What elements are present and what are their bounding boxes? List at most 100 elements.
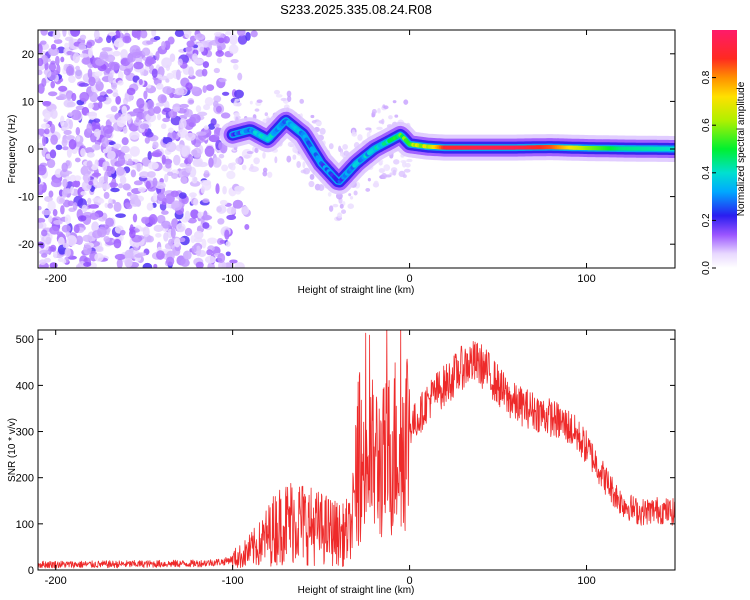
spectrogram-cell [113,39,125,48]
spectrogram-cell [230,59,239,64]
spectrogram-cell [373,180,379,188]
spectrogram-cell [348,193,352,197]
spectrogram-cell [147,161,159,170]
spectrogram-cell [98,100,103,109]
spectrogram-cell [46,158,56,169]
spectrogram-cell [210,118,217,126]
spectrogram-cell [204,255,216,264]
spectrogram-cell [156,83,164,90]
spectrogram-cell [393,159,400,165]
spectrogram-cell [233,64,239,71]
spectrogram-cell [62,178,68,188]
spectrogram-cell [195,105,202,113]
spectrogram-cell [39,259,47,266]
spectrogram-cell [199,46,205,53]
spectrogram-cell [38,69,43,76]
snr-ylabel: SNR (10 * v/v) [7,418,18,482]
spectrogram-cell [204,170,209,175]
spectrogram-cell [202,85,207,94]
spectrogram-cell [315,121,322,126]
spectrogram-cell [75,126,81,136]
spectrogram-cell [150,152,162,157]
spectrogram-cell [87,197,92,205]
spectrogram-cell [137,186,146,193]
spectrogram-cell [112,92,119,98]
spectrogram-xtick-label: -200 [45,273,67,285]
spectrogram-cell [79,53,89,58]
spectrogram-cell [74,68,83,80]
snr-ytick-label: 100 [16,519,34,531]
spectrogram-cell [394,114,399,118]
spectrogram-cell [145,48,150,55]
spectrogram-cell [129,146,140,157]
spectrogram-ytick-label: -20 [18,239,34,251]
spectrogram-cell [216,204,227,214]
spectrogram-cell [115,95,121,105]
spectrogram-cell [168,238,174,247]
spectrogram-cell [191,245,197,253]
spectrogram-cell [62,243,70,249]
spectrogram-cell [218,142,223,150]
spectrogram-cell [93,177,98,186]
spectrogram-cell [64,214,71,225]
spectrogram-cell [115,213,126,218]
spectrogram-cell [161,154,166,165]
spectrogram-cell [237,34,248,45]
spectrogram-cell [367,177,371,182]
spectrogram-cell [243,154,251,159]
spectrogram-cell [79,34,87,40]
spectrogram-cell [233,112,240,116]
spectrogram-cell [383,105,389,110]
spectrogram-cell [47,91,58,97]
spectrogram-cell [162,107,172,113]
spectrogram-cell [38,176,41,185]
spectrogram-cell [357,134,363,141]
spectrogram-cell [153,224,164,232]
spectrogram-cell [184,31,192,39]
spectrogram-cell [232,199,244,209]
spectrogram-cell [215,50,224,57]
spectrogram-cell [371,109,377,115]
spectrogram-cell [193,198,199,206]
spectrogram-cell [88,204,99,209]
spectrogram-cell [53,39,63,44]
spectrogram-xtick-label: 100 [577,273,595,285]
spectrogram-cell [86,152,95,158]
spectrogram-cell [225,241,231,247]
spectrogram-cell [341,209,347,214]
spectrogram-cell [292,154,297,160]
spectrogram-cell [171,200,183,211]
spectrogram-heatmap [38,30,675,268]
spectrogram-xtick-label: 0 [407,273,413,285]
spectrogram-cell [179,162,187,168]
spectrogram-cell [184,227,193,237]
spectrogram-cell [148,214,158,225]
spectrogram-cell [110,105,118,113]
spectrogram-cell [254,147,259,154]
spectrogram-cell [107,203,114,209]
spectrogram-cell [328,143,334,150]
spectrogram-cell [38,64,45,71]
spectrogram-cell [110,187,120,193]
spectrogram-cell [105,217,115,228]
spectrogram-cell [225,251,231,257]
spectrogram-cell [119,229,126,236]
spectrogram-cell [299,98,305,104]
spectrogram-cell [76,135,81,142]
spectrogram-cell [75,65,81,71]
snr-ytick-label: 200 [16,473,34,485]
spectrogram-cell [131,51,142,59]
spectrogram-cell [254,108,260,112]
spectrogram-cell [230,162,237,166]
spectrogram-cell [207,237,218,244]
spectrogram-cell [73,224,80,234]
spectrogram-ytick-label: 0 [28,144,34,156]
spectrogram-cell [212,100,219,108]
spectrogram-cell [365,127,372,131]
spectrogram-cell [62,30,67,37]
spectrogram-cell [89,212,100,220]
spectrogram-cell [208,157,214,168]
spectrogram-cell [117,80,124,86]
spectrogram-cell [189,113,201,124]
spectrogram-cell [140,30,148,39]
